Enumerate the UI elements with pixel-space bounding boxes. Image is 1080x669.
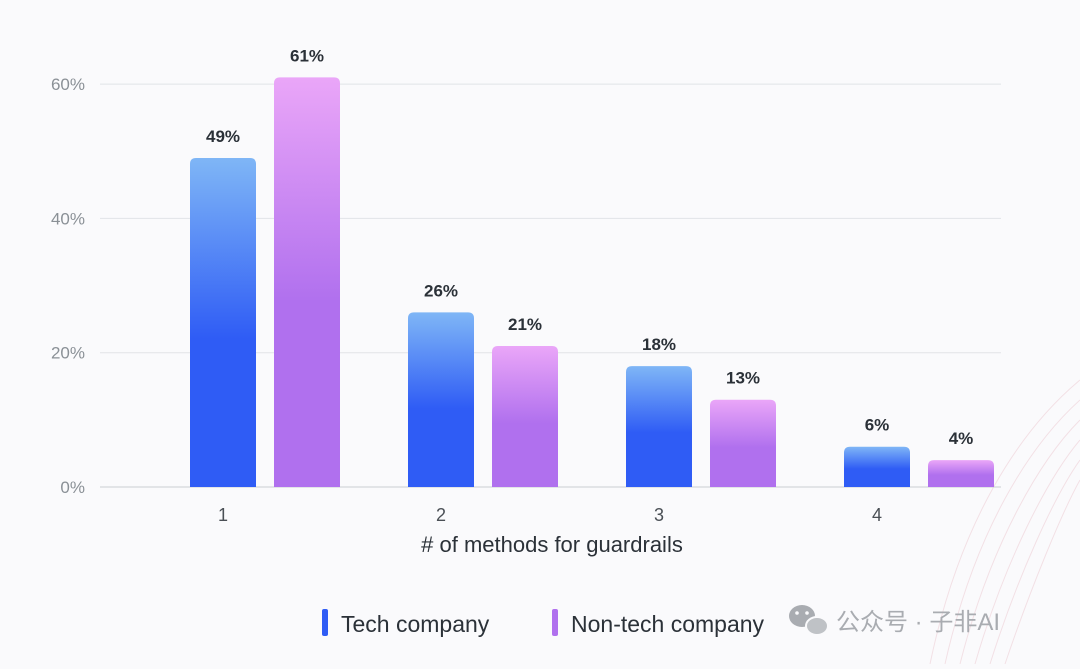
data-label: 13% bbox=[726, 369, 760, 388]
data-label: 21% bbox=[508, 315, 542, 334]
legend-label-tech: Tech company bbox=[341, 611, 490, 637]
x-axis: 1 2 3 4 bbox=[218, 505, 882, 525]
bar-tech bbox=[408, 312, 474, 487]
x-tick-label: 3 bbox=[654, 505, 664, 525]
legend-label-nontech: Non-tech company bbox=[571, 611, 765, 637]
wechat-icon bbox=[789, 605, 829, 636]
data-label: 6% bbox=[865, 416, 890, 435]
bar-nontech bbox=[274, 77, 340, 487]
data-labels: 49% 61% 26% 21% 18% 13% 6% 4% bbox=[206, 46, 973, 448]
data-label: 4% bbox=[949, 429, 974, 448]
legend: Tech company Non-tech company bbox=[322, 609, 765, 637]
y-tick-label: 20% bbox=[51, 344, 85, 363]
y-tick-label: 60% bbox=[51, 75, 85, 94]
bar-nontech bbox=[928, 460, 994, 487]
x-tick-label: 1 bbox=[218, 505, 228, 525]
bar-nontech bbox=[492, 346, 558, 487]
data-label: 61% bbox=[290, 46, 324, 65]
y-tick-label: 40% bbox=[51, 209, 85, 228]
bar-tech bbox=[626, 366, 692, 487]
legend-swatch-nontech bbox=[552, 609, 558, 636]
bar-nontech bbox=[710, 399, 776, 487]
legend-swatch-tech bbox=[322, 609, 328, 636]
data-label: 18% bbox=[642, 335, 676, 354]
watermark: 公众号 · 子非AI bbox=[789, 605, 1000, 636]
watermark-text: 公众号 · 子非AI bbox=[836, 609, 1000, 636]
bars bbox=[190, 77, 994, 487]
x-axis-title: # of methods for guardrails bbox=[421, 532, 683, 557]
data-label: 49% bbox=[206, 127, 240, 146]
data-label: 26% bbox=[424, 281, 458, 300]
y-axis: 0% 20% 40% 60% bbox=[51, 75, 85, 497]
x-tick-label: 4 bbox=[872, 505, 882, 525]
bar-tech bbox=[190, 158, 256, 487]
y-tick-label: 0% bbox=[60, 478, 85, 497]
x-tick-label: 2 bbox=[436, 505, 446, 525]
decorative-arcs bbox=[929, 379, 1080, 665]
bar-tech bbox=[844, 446, 910, 487]
